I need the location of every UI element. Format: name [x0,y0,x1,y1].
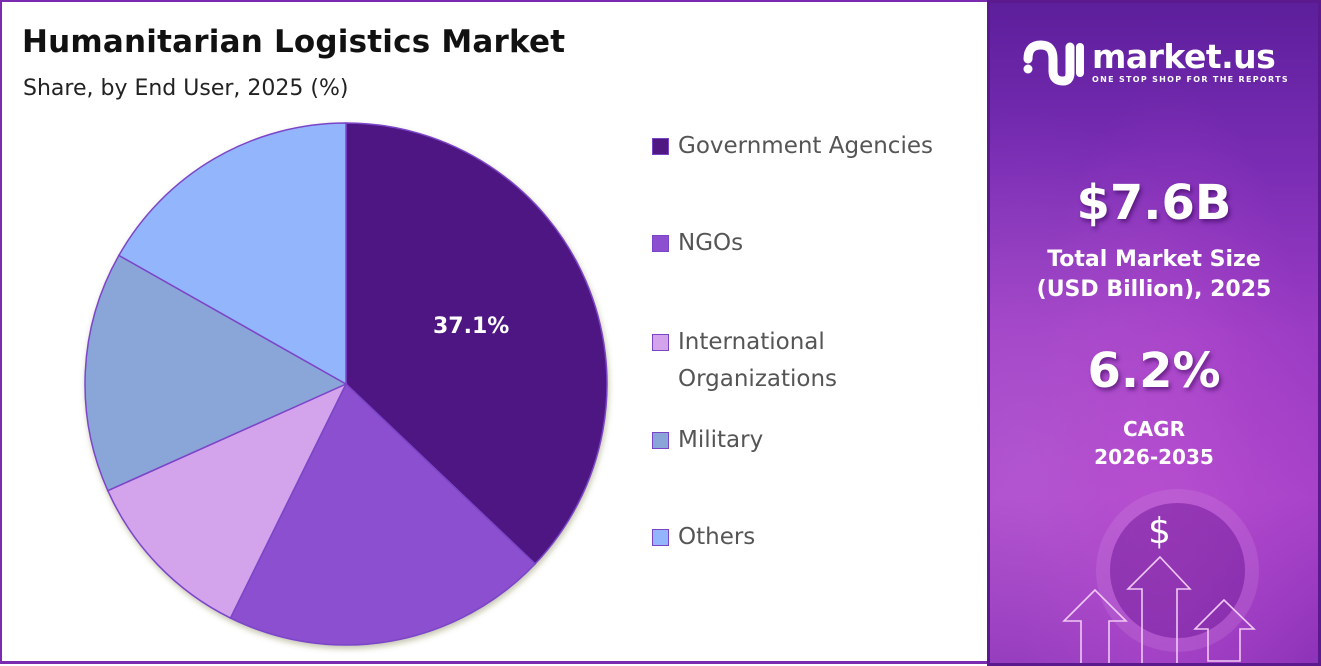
legend-item-military: Military [652,422,978,459]
brand-name: market.us [1092,37,1276,76]
legend-item-government-agencies: Government Agencies [652,128,978,165]
chart-title: Humanitarian Logistics Market [22,24,566,60]
market-size-label-line1: Total Market Size [1047,247,1261,272]
pie-svg [84,122,608,646]
pie-slice-others [117,122,347,386]
pie-slice-ngos [229,382,537,646]
pie-chart: 37.1% [80,118,620,658]
legend-swatch-icon [652,235,669,252]
legend-item-ngos: NGOs [652,225,978,262]
market-us-logo-icon [1023,40,1084,86]
legend-label: Government Agencies [678,133,933,159]
legend-label: International Organizations [678,329,838,392]
legend-item-others: Others [652,519,978,556]
pie-slice-international-organizations [106,382,348,620]
pie-slice-military [84,254,348,492]
brand-logo: market.us ONE STOP SHOP FOR THE REPORTS [1022,37,1289,87]
dollar-icon: $ [1148,511,1171,552]
cagr-label-line1: CAGR [1123,417,1185,441]
legend-swatch-icon [652,432,669,449]
chart-panel: Humanitarian Logistics Market Share, by … [22,24,978,658]
market-size-label-line2: (USD Billion), 2025 [1036,277,1272,302]
legend-label: NGOs [678,230,744,256]
slice-label-government-agencies: 37.1% [433,314,510,339]
growth-arrows-icon [1062,555,1256,663]
legend-swatch-icon [652,529,669,546]
brand-tagline: ONE STOP SHOP FOR THE REPORTS [1092,75,1289,84]
legend-swatch-icon [652,334,669,351]
stats-panel: market.us ONE STOP SHOP FOR THE REPORTS … [987,0,1321,666]
legend-item-international-organizations: International Organizations [652,324,868,398]
market-size-value: $7.6B [1076,175,1232,231]
cagr-label-line2: 2026-2035 [1094,445,1214,469]
pie-slice-government-agencies [345,122,608,565]
chart-subtitle: Share, by End User, 2025 (%) [23,76,349,101]
market-size-label: Total Market Size (USD Billion), 2025 [990,245,1318,305]
cagr-value: 6.2% [1087,343,1221,399]
legend-label: Military [678,427,764,453]
legend-swatch-icon [652,138,669,155]
legend-label: Others [678,524,756,550]
cagr-label: CAGR 2026-2035 [990,415,1318,471]
